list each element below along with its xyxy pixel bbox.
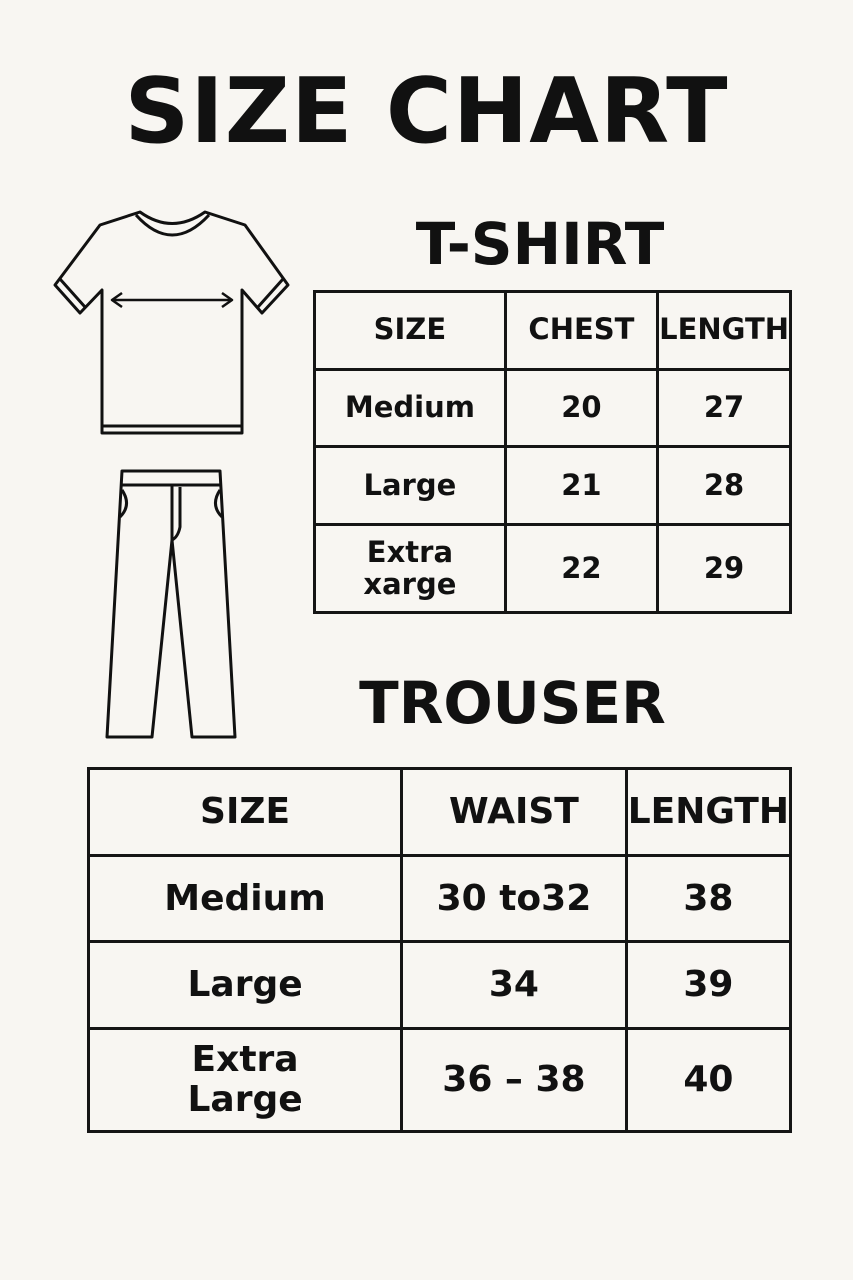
header-length: LENGTH	[624, 767, 793, 857]
cell-waist: 30 to32	[400, 853, 628, 944]
cell-waist: 34	[400, 940, 628, 1030]
tshirt-heading: T-SHIRT	[415, 210, 665, 278]
cell-length: 38	[624, 853, 793, 944]
cell-waist: 36 – 38	[400, 1027, 628, 1133]
cell-size: Extra xarge	[313, 523, 507, 614]
header-size: SIZE	[86, 767, 404, 857]
cell-chest: 22	[503, 523, 660, 614]
table-row: Extra xarge 22 29	[313, 523, 792, 614]
page-title: SIZE CHART	[124, 59, 729, 164]
cell-length: 27	[656, 367, 792, 449]
trouser-size-table: SIZE WAIST LENGTH Medium 30 to32 38 Larg…	[86, 767, 793, 1133]
table-row: Large 34 39	[86, 940, 793, 1030]
cell-size: Large	[313, 445, 507, 526]
tshirt-size-table: SIZE CHEST LENGTH Medium 20 27 Large 21 …	[313, 290, 792, 614]
table-header-row: SIZE WAIST LENGTH	[86, 767, 793, 857]
header-length: LENGTH	[656, 290, 792, 371]
header-size: SIZE	[313, 290, 507, 371]
trousers-icon	[105, 469, 237, 739]
header-waist: WAIST	[400, 767, 628, 857]
cell-length: 29	[656, 523, 792, 614]
cell-length: 28	[656, 445, 792, 526]
cell-size: Medium	[313, 367, 507, 449]
cell-size: Extra Large	[86, 1027, 404, 1133]
trouser-heading: TROUSER	[359, 669, 666, 737]
tshirt-icon	[53, 210, 290, 435]
cell-length: 40	[624, 1027, 793, 1133]
cell-chest: 20	[503, 367, 660, 449]
cell-size: Large	[86, 940, 404, 1030]
table-row: Large 21 28	[313, 445, 792, 526]
cell-chest: 21	[503, 445, 660, 526]
cell-length: 39	[624, 940, 793, 1030]
table-header-row: SIZE CHEST LENGTH	[313, 290, 792, 371]
table-row: Medium 30 to32 38	[86, 853, 793, 944]
table-row: Extra Large 36 – 38 40	[86, 1027, 793, 1133]
header-chest: CHEST	[503, 290, 660, 371]
table-row: Medium 20 27	[313, 367, 792, 449]
cell-size: Medium	[86, 853, 404, 944]
